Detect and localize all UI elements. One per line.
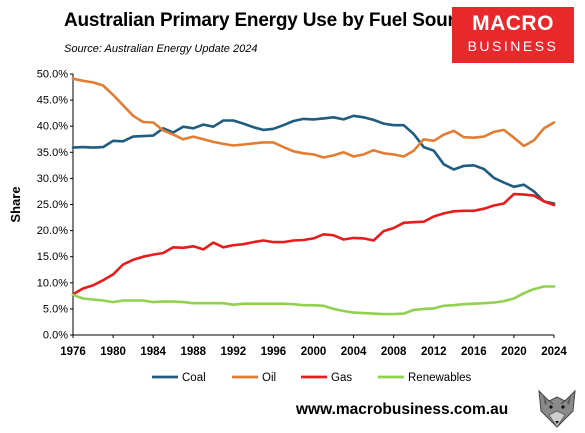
y-tick-label: 15.0% [37, 251, 68, 263]
y-tick-label: 30.0% [37, 173, 68, 185]
y-axis-label: Share [8, 186, 23, 222]
series-line-renewables [71, 285, 556, 316]
wolf-mascot-icon [538, 389, 576, 428]
y-tick-label: 10.0% [37, 277, 68, 289]
footer-url: www.macrobusiness.com.au [296, 401, 509, 418]
y-tick-label: 25.0% [37, 199, 68, 211]
chart-subtitle: Source: Australian Energy Update 2024 [64, 43, 258, 55]
chart-axes: 0.0% 5.0% 10.0% 15.0% 20.0% 25.0% 30.0% 35.0% 40… [8, 69, 567, 359]
x-tick-label: 2004 [341, 346, 367, 358]
chart-legend: Coal Oil Gas Renewables [152, 372, 472, 384]
chart-series [71, 77, 556, 316]
x-tick-label: 2008 [381, 346, 407, 358]
macrobusiness-logo: MACRO BUSINESS [452, 7, 574, 63]
y-tick-label: 45.0% [37, 95, 68, 107]
series-line-coal [71, 114, 556, 205]
line-chart: 0.0% 5.0% 10.0% 15.0% 20.0% 25.0% 30.0% 35.0% 40… [8, 69, 567, 385]
series-line-oil [71, 77, 556, 159]
x-tick-label: 2012 [421, 346, 447, 358]
series-line-gas [71, 192, 556, 296]
x-tick-label: 2020 [501, 346, 527, 358]
x-tick-label: 1988 [180, 346, 206, 358]
y-tick-label: 20.0% [37, 225, 68, 237]
legend-label-coal: Coal [182, 372, 206, 384]
y-tick-label: 50.0% [37, 69, 68, 81]
y-tick-label: 40.0% [37, 121, 68, 133]
x-tick-label: 1996 [261, 346, 287, 358]
y-tick-label: 35.0% [37, 147, 68, 159]
x-tick-label: 1992 [221, 346, 247, 358]
y-tick-label: 5.0% [43, 303, 68, 315]
x-tick-label: 1984 [140, 346, 166, 358]
legend-label-oil: Oil [262, 372, 276, 384]
legend-label-gas: Gas [331, 372, 352, 384]
x-tick-label: 1976 [60, 346, 86, 358]
x-tick-label: 1980 [100, 346, 126, 358]
legend-label-renewables: Renewables [408, 372, 472, 384]
chart-title: Australian Primary Energy Use by Fuel So… [64, 10, 476, 31]
x-tick-label: 2016 [461, 346, 487, 358]
logo-line-2: BUSINESS [467, 38, 559, 54]
y-tick-label: 0.0% [43, 330, 68, 342]
logo-line-1: MACRO [472, 12, 554, 35]
x-tick-label: 2000 [301, 346, 327, 358]
x-tick-label: 2024 [541, 346, 567, 358]
